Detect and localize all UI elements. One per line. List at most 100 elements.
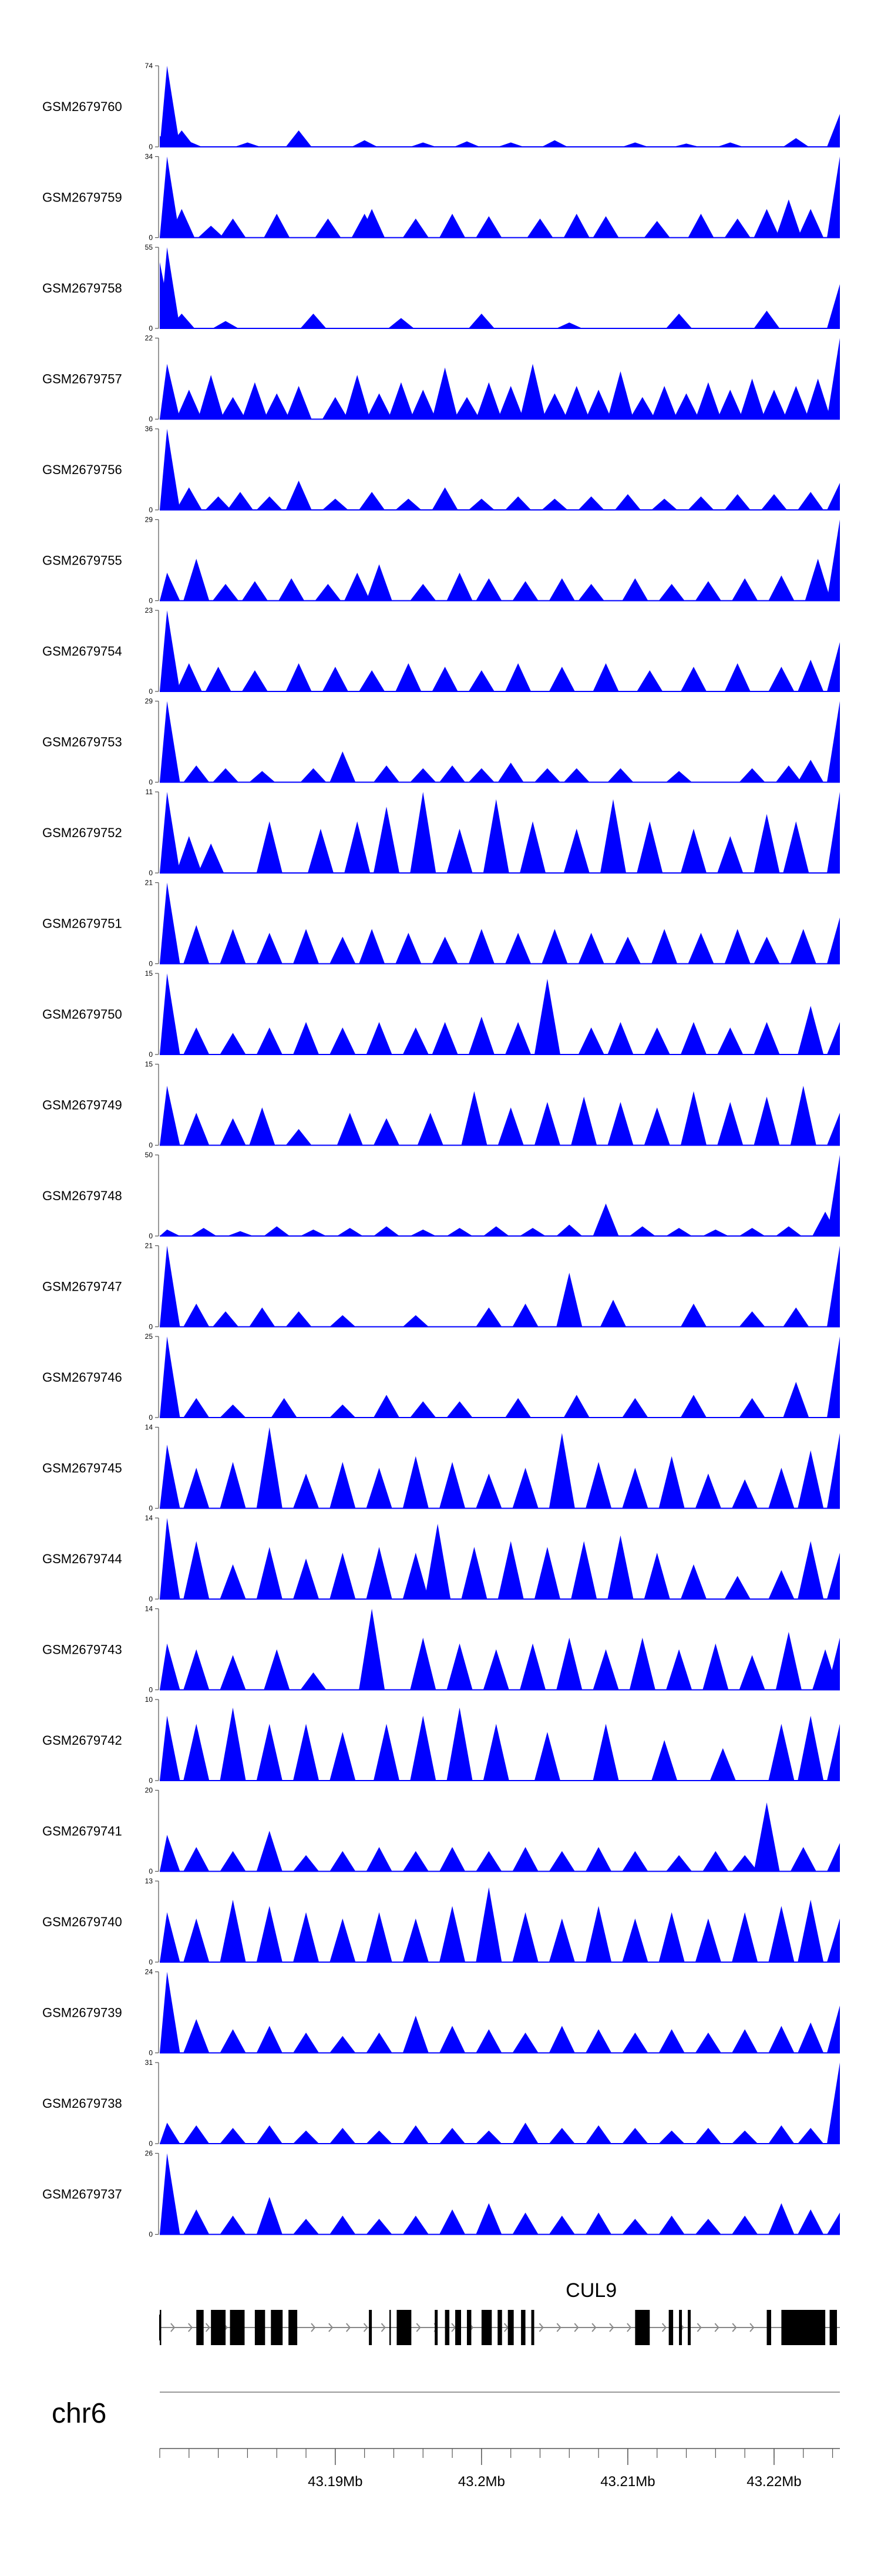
signal-peak (497, 1541, 524, 1599)
signal-peak (702, 1643, 729, 1690)
signal-peak (622, 142, 648, 147)
track-y-tick-label: 0 (149, 1958, 153, 1966)
signal-peak (198, 375, 224, 419)
signal-peak (739, 1398, 765, 1418)
signal-peak (160, 247, 180, 328)
signal-peak (542, 140, 568, 147)
signal-peak (476, 2130, 502, 2144)
track-y-tick-label: 15 (145, 969, 153, 978)
signal-peak (410, 1229, 436, 1236)
signal-peak (586, 2029, 612, 2053)
track-y-tick-label: 24 (145, 1968, 153, 1976)
signal-peak (256, 1724, 283, 1781)
signal-peak (293, 2218, 320, 2235)
signal-peak (220, 219, 246, 238)
signal-peak (432, 667, 458, 691)
signal-peak (658, 2029, 685, 2053)
track-y-tick-label: 0 (149, 687, 153, 696)
signal-peak (483, 1649, 509, 1690)
signal-peak (476, 2029, 502, 2053)
signal-peak (160, 1245, 180, 1327)
signal-peak (695, 1473, 721, 1509)
signal-peak (366, 1022, 392, 1054)
signal-peak (673, 143, 700, 147)
gene-exon (781, 2310, 826, 2345)
signal-peak (176, 663, 202, 691)
signal-peak (505, 1022, 532, 1054)
signal-peak (220, 1899, 246, 1962)
signal-peak (359, 1608, 385, 1690)
signal-peak (322, 667, 348, 691)
signal-peak (220, 1564, 246, 1599)
signal-peak (754, 1802, 780, 1872)
signal-peak (402, 1553, 429, 1599)
signal-peak (563, 828, 590, 873)
signal-peak (827, 917, 840, 964)
signal-peak (695, 2128, 721, 2144)
signal-peak (556, 1272, 583, 1327)
signal-peak (227, 1231, 253, 1236)
signal-peak (205, 496, 231, 510)
strand-arrow-icon (205, 2323, 210, 2332)
signal-peak (176, 389, 202, 419)
signal-peak (798, 2209, 824, 2235)
signal-peak (160, 1086, 180, 1146)
track-y-tick-label: 0 (149, 1050, 153, 1059)
track-label: GSM2679754 (42, 644, 122, 659)
signal-peak (783, 821, 809, 873)
genome-axis-tick-label: 43.19Mb (308, 2474, 362, 2490)
signal-peak (160, 2122, 180, 2144)
signal-peak (549, 578, 575, 601)
signal-peak (264, 1226, 290, 1236)
signal-peak (549, 2215, 575, 2235)
signal-peak (754, 1096, 780, 1146)
signal-peak (688, 213, 714, 238)
signal-peak (160, 701, 180, 782)
signal-peak (666, 1855, 692, 1872)
signal-peak (827, 1336, 840, 1418)
signal-peak (593, 1724, 619, 1781)
signal-peak (446, 1643, 473, 1690)
track-label: GSM2679749 (42, 1098, 122, 1113)
track-label: GSM2679743 (42, 1643, 122, 1657)
signal-peak (534, 1732, 560, 1781)
signal-peak (402, 1027, 429, 1054)
signal-peak (264, 213, 290, 238)
gene-exon (688, 2310, 691, 2345)
signal-peak (798, 660, 824, 691)
signal-peak (160, 973, 180, 1054)
signal-peak (658, 583, 685, 601)
signal-peak (827, 483, 840, 510)
track-label: GSM2679755 (42, 553, 122, 568)
signal-peak (688, 496, 714, 510)
signal-peak (366, 1467, 392, 1509)
gene-exon (254, 2310, 265, 2345)
signal-peak (220, 2128, 246, 2144)
signal-peak (205, 667, 231, 691)
genome-axis-tick-label: 43.21Mb (600, 2474, 655, 2490)
track-label: GSM2679748 (42, 1188, 122, 1203)
signal-peak (439, 1906, 466, 1962)
signal-peak (220, 1655, 246, 1690)
signal-peak (695, 382, 721, 419)
signal-peak (432, 1022, 458, 1054)
signal-peak (285, 481, 312, 510)
signal-peak (607, 1101, 634, 1146)
track-label: GSM2679739 (42, 2006, 122, 2020)
signal-peak (695, 581, 721, 601)
signal-peak (388, 382, 414, 419)
signal-peak (453, 397, 480, 419)
signal-peak (607, 1535, 634, 1599)
signal-peak (827, 338, 840, 419)
track-y-tick-label: 55 (145, 243, 153, 251)
track-y-tick-label: 0 (149, 2140, 153, 2148)
signal-peak (520, 364, 546, 419)
signal-peak (593, 1203, 619, 1236)
signal-peak (176, 141, 202, 147)
signal-peak (542, 498, 568, 510)
track-y-tick-label: 0 (149, 2231, 153, 2239)
signal-peak (169, 209, 195, 238)
track-y-tick-label: 74 (145, 62, 153, 70)
signal-peak (160, 66, 180, 147)
signal-peak (293, 1855, 320, 1872)
